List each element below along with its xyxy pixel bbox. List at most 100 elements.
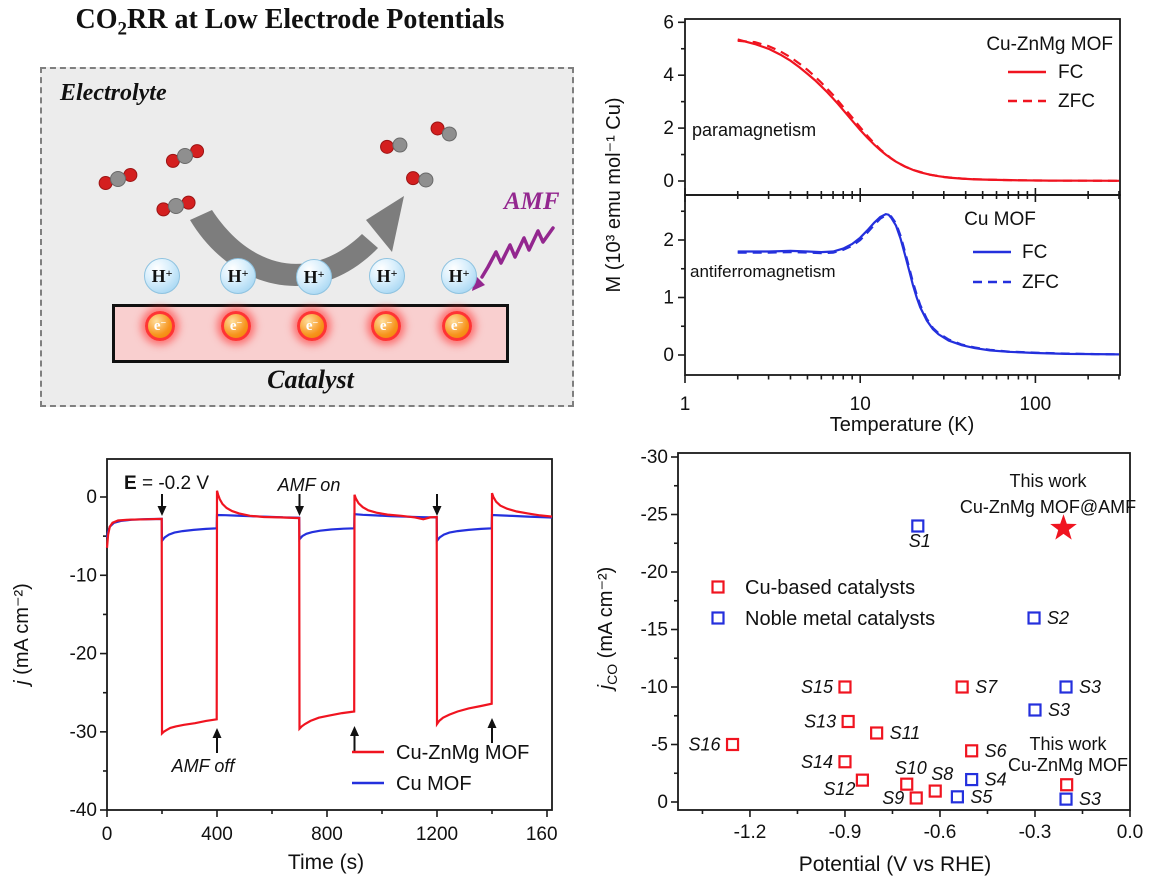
point-label: S1 bbox=[909, 531, 931, 551]
electron-symbol: e bbox=[153, 317, 161, 334]
y-tick-label: -30 bbox=[641, 447, 668, 468]
legend-label: ZFC bbox=[1022, 272, 1059, 293]
point-label: S12 bbox=[823, 779, 855, 799]
electron-icon: e − bbox=[442, 311, 472, 341]
x-tick-label: 100 bbox=[1020, 394, 1052, 415]
scatter-point-s11: S11 bbox=[870, 723, 921, 743]
y-tick-label: -40 bbox=[70, 800, 97, 821]
proton-icon: H + bbox=[220, 258, 256, 294]
y-tick-label: -20 bbox=[641, 562, 668, 583]
this-work-square bbox=[1060, 778, 1074, 792]
x-tick-label: -0.3 bbox=[1019, 822, 1052, 843]
proton-icon: H + bbox=[369, 258, 405, 294]
proton-charge: + bbox=[165, 265, 173, 280]
point-label: S3 bbox=[1079, 789, 1101, 809]
electron-symbol: e bbox=[450, 317, 458, 334]
proton-icon: H + bbox=[441, 258, 477, 294]
electron-icon: e − bbox=[221, 311, 251, 341]
amf-event-arrows bbox=[157, 494, 497, 753]
point-label: S3 bbox=[1079, 677, 1101, 697]
paramagnetism-annotation: paramagnetism bbox=[692, 120, 816, 140]
point-label: S16 bbox=[689, 735, 722, 755]
cu-mof-current-curve bbox=[105, 513, 553, 544]
y-axis-label: j (mA cm⁻²) bbox=[11, 583, 33, 688]
proton-icon: H + bbox=[144, 258, 180, 294]
y-tick-label: 0 bbox=[86, 487, 97, 508]
title-subscript: 2 bbox=[117, 18, 128, 40]
scatter-point-s2: S2 bbox=[1027, 608, 1069, 628]
cu-mof-zfc-curve bbox=[737, 214, 1120, 356]
proton-charge: + bbox=[241, 265, 249, 280]
scatter-point-s7: S7 bbox=[955, 677, 998, 697]
cu-mof-fc-curve bbox=[737, 212, 1120, 356]
scatter-point-s3: S3 bbox=[1059, 677, 1101, 697]
electron-charge: − bbox=[236, 318, 243, 329]
scatter-point-s12: S12 bbox=[823, 773, 869, 799]
this-work-star-icon bbox=[1050, 514, 1077, 540]
y-tick-label: -15 bbox=[641, 620, 668, 641]
electron-charge: − bbox=[386, 318, 393, 329]
x-tick-label: 1600 bbox=[526, 824, 558, 845]
x-tick-label: 400 bbox=[201, 824, 233, 845]
legend-title: Cu MOF bbox=[964, 209, 1036, 230]
x-tick-label: 1200 bbox=[416, 824, 458, 845]
co2rr-schematic-panel: CO2RR at Low Electrode Potentials Electr… bbox=[0, 0, 580, 440]
point-label: S2 bbox=[1047, 608, 1069, 628]
point-label: S3 bbox=[1048, 700, 1070, 720]
scatter-point-s3: S3 bbox=[1059, 789, 1101, 809]
magnetization-chart: 0 2 4 6 0 1 2 1 10 100 paramagnetism antiferromagne… bbox=[603, 12, 1121, 436]
x-tick-label: 800 bbox=[311, 824, 343, 845]
electron-symbol: e bbox=[305, 317, 313, 334]
y-tick-label: -30 bbox=[70, 722, 97, 743]
y-tick-label: 6 bbox=[663, 12, 674, 33]
point-label: S14 bbox=[801, 752, 833, 772]
x-axis-ticks bbox=[684, 188, 1120, 383]
electron-charge: − bbox=[160, 318, 167, 329]
y-tick-label: 1 bbox=[663, 288, 674, 309]
electron-symbol: e bbox=[379, 317, 387, 334]
axis-ticks bbox=[100, 496, 548, 817]
electrolyte-label: Electrolyte bbox=[60, 80, 167, 106]
x-axis-label: Temperature (K) bbox=[830, 414, 975, 436]
point-label: S13 bbox=[804, 712, 836, 732]
proton-symbol: H bbox=[151, 265, 166, 286]
y-tick-label: 2 bbox=[663, 118, 674, 139]
chronoamperometry-chart: 0-10-20-30-40040080012001600E = -0.2 VAM… bbox=[11, 458, 558, 874]
point-label: S11 bbox=[890, 723, 921, 743]
legend-label: Cu MOF bbox=[396, 773, 472, 795]
co2-molecule-icon bbox=[165, 144, 205, 168]
legend-label: Noble metal catalysts bbox=[745, 608, 935, 630]
proton-charge: + bbox=[390, 265, 398, 280]
co2-molecule-icon bbox=[98, 167, 138, 191]
legend-item: Noble metal catalysts bbox=[711, 608, 935, 630]
point-label: S5 bbox=[970, 787, 993, 807]
point-label: S4 bbox=[985, 770, 1007, 790]
proton-symbol: H bbox=[376, 265, 391, 286]
x-tick-label: 1 bbox=[680, 394, 691, 415]
x-tick-label: -1.2 bbox=[734, 822, 767, 843]
proton-symbol: H bbox=[227, 265, 242, 286]
proton-charge: + bbox=[462, 265, 470, 280]
jco-comparison-chart: -30 -25 -20 -15 -10 -5 0 -1.2 -0.9 -0.6 -0.3 0.0 Cu-… bbox=[595, 447, 1143, 876]
axis-ticks bbox=[671, 456, 1131, 817]
x-tick-label: 0.0 bbox=[1117, 822, 1143, 843]
y-tick-label: -25 bbox=[641, 505, 668, 526]
point-label: S7 bbox=[975, 677, 998, 697]
legend-label: FC bbox=[1022, 242, 1047, 263]
proton-charge: + bbox=[317, 266, 325, 281]
scatter-point-s8: S8 bbox=[928, 764, 953, 798]
cu-znmg-mof-current-curve bbox=[105, 490, 553, 736]
catalyst-label: Catalyst bbox=[267, 365, 354, 394]
x-axis-label: Potential (V vs RHE) bbox=[799, 853, 992, 876]
co-molecule-icon bbox=[406, 171, 434, 188]
title-post: RR at Low Electrode Potentials bbox=[127, 4, 505, 35]
y-tick-label: 0 bbox=[663, 345, 674, 366]
y-tick-label: -5 bbox=[651, 735, 668, 756]
amf-off-annotation: AMF off bbox=[171, 756, 237, 776]
electron-charge: − bbox=[312, 318, 319, 329]
legend-item: Cu-based catalysts bbox=[711, 577, 915, 599]
y-tick-label: 0 bbox=[663, 171, 674, 192]
electron-icon: e − bbox=[145, 311, 175, 341]
y-tick-label: -10 bbox=[70, 565, 97, 586]
